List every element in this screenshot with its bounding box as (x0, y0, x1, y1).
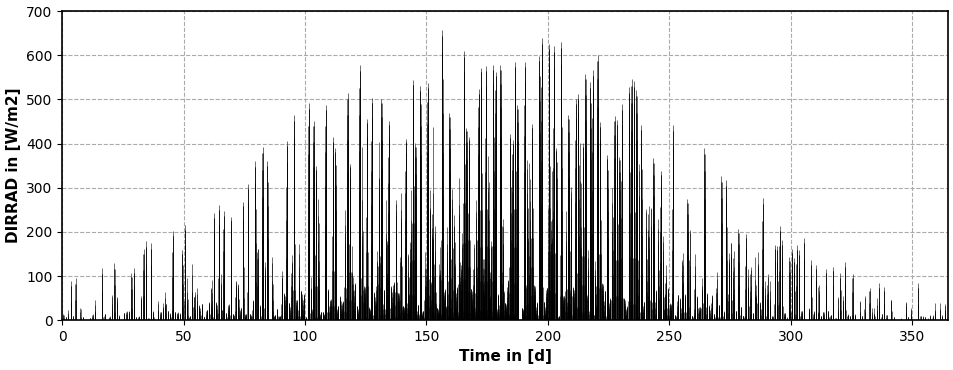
Y-axis label: DIRRAD in [W/m2]: DIRRAD in [W/m2] (6, 88, 21, 243)
X-axis label: Time in [d]: Time in [d] (458, 349, 551, 364)
